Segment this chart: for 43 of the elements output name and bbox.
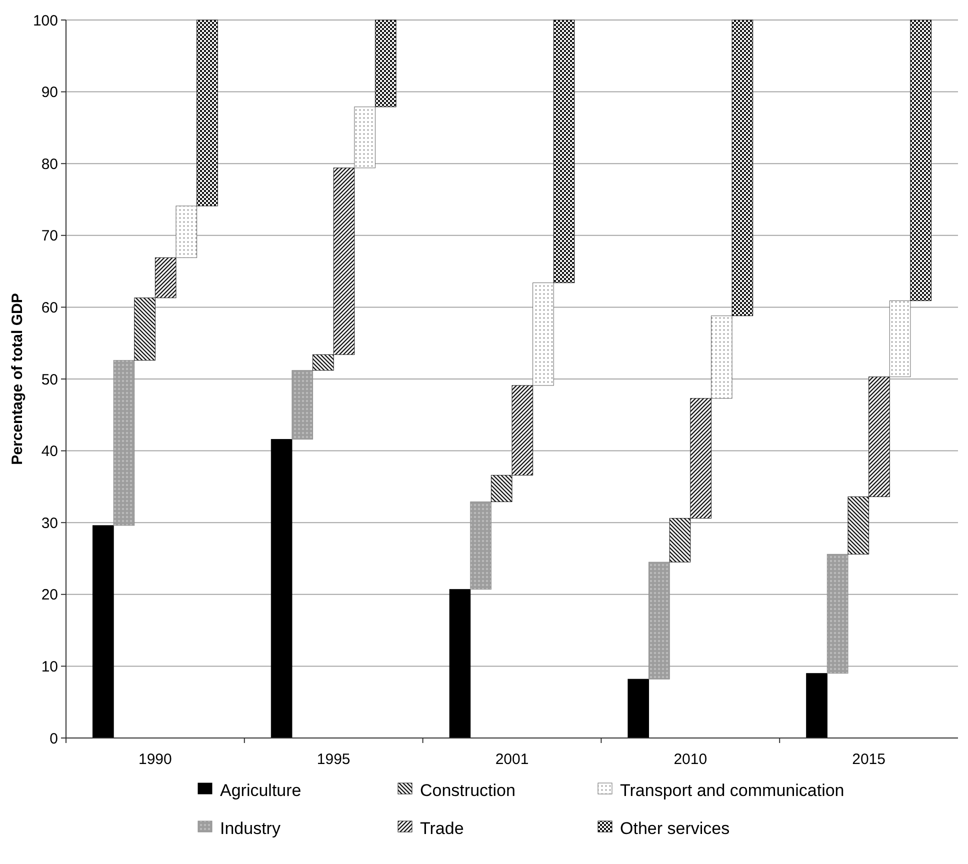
x-tick-label: 2015 xyxy=(852,751,886,768)
bar xyxy=(92,525,114,738)
legend-label: Industry xyxy=(220,818,281,838)
bar xyxy=(374,20,396,108)
y-axis-title: Percentage of total GDP xyxy=(9,293,26,465)
bar xyxy=(806,673,828,738)
bar xyxy=(553,20,575,284)
y-tick-label: 10 xyxy=(41,658,58,676)
legend-label: Agriculture xyxy=(220,780,302,800)
bar xyxy=(628,678,650,738)
legend-label: Transport and communication xyxy=(620,780,844,800)
y-tick-label: 40 xyxy=(41,443,58,460)
y-tick-label: 50 xyxy=(41,371,58,388)
bar xyxy=(648,562,670,680)
x-tick-label: 1995 xyxy=(316,751,350,768)
bar xyxy=(292,370,314,440)
y-tick-label: 20 xyxy=(41,586,58,604)
y-tick-label: 0 xyxy=(50,730,58,748)
x-tick-label: 2001 xyxy=(495,751,529,768)
y-tick-label: 90 xyxy=(41,84,58,102)
x-tick-label: 2010 xyxy=(674,751,708,768)
bar xyxy=(176,206,198,258)
bar xyxy=(889,300,911,378)
bar xyxy=(532,282,554,386)
legend-label: Trade xyxy=(420,818,464,838)
bar xyxy=(910,20,932,301)
bar xyxy=(732,20,754,316)
bar xyxy=(826,554,848,674)
bar xyxy=(449,589,471,738)
bar xyxy=(710,316,732,399)
y-tick-label: 70 xyxy=(41,228,58,245)
legend-label: Other services xyxy=(620,818,730,838)
bar xyxy=(470,502,492,590)
y-tick-label: 80 xyxy=(41,156,58,173)
x-tick-label: 1990 xyxy=(138,751,172,768)
bar xyxy=(196,20,218,206)
bar xyxy=(113,360,135,526)
bar xyxy=(354,106,376,168)
bar xyxy=(270,439,292,738)
y-tick-label: 100 xyxy=(32,12,58,30)
legend-label: Construction xyxy=(420,780,516,800)
y-tick-label: 60 xyxy=(41,299,58,316)
y-tick-label: 30 xyxy=(41,514,58,532)
